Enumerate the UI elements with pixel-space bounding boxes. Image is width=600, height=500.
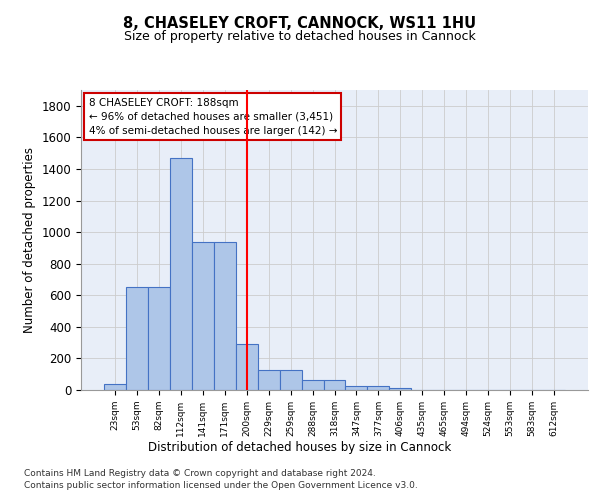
Bar	[302, 380, 323, 390]
Text: Size of property relative to detached houses in Cannock: Size of property relative to detached ho…	[124, 30, 476, 43]
Bar	[257, 370, 280, 390]
Bar	[346, 386, 367, 390]
Bar	[280, 370, 302, 390]
Text: 8 CHASELEY CROFT: 188sqm
← 96% of detached houses are smaller (3,451)
4% of semi: 8 CHASELEY CROFT: 188sqm ← 96% of detach…	[89, 98, 337, 136]
Bar	[170, 158, 192, 390]
Y-axis label: Number of detached properties: Number of detached properties	[23, 147, 36, 333]
Bar	[389, 388, 412, 390]
Bar	[192, 242, 214, 390]
Bar	[104, 384, 126, 390]
Bar	[126, 288, 148, 390]
Bar	[148, 288, 170, 390]
Bar	[323, 380, 346, 390]
Bar	[367, 386, 389, 390]
Text: 8, CHASELEY CROFT, CANNOCK, WS11 1HU: 8, CHASELEY CROFT, CANNOCK, WS11 1HU	[124, 16, 476, 32]
Bar	[236, 344, 257, 390]
Text: Contains HM Land Registry data © Crown copyright and database right 2024.: Contains HM Land Registry data © Crown c…	[24, 470, 376, 478]
Text: Distribution of detached houses by size in Cannock: Distribution of detached houses by size …	[148, 441, 452, 454]
Text: Contains public sector information licensed under the Open Government Licence v3: Contains public sector information licen…	[24, 480, 418, 490]
Bar	[214, 242, 236, 390]
